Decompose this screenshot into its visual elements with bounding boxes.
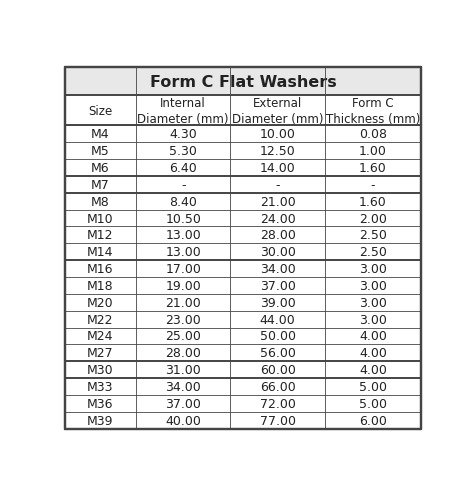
Text: 72.00: 72.00 [260, 397, 296, 410]
Text: 4.00: 4.00 [359, 364, 387, 376]
Text: 37.00: 37.00 [260, 279, 296, 292]
Text: 0.08: 0.08 [359, 128, 387, 141]
Text: 3.00: 3.00 [359, 263, 387, 276]
Bar [65, 210, 421, 227]
Text: 5.00: 5.00 [359, 380, 387, 393]
Text: M10: M10 [87, 212, 114, 225]
Text: 2.50: 2.50 [359, 229, 387, 242]
Text: M33: M33 [87, 380, 114, 393]
Text: 5.00: 5.00 [359, 397, 387, 410]
Bar [65, 412, 421, 428]
Text: External
Diameter (mm): External Diameter (mm) [232, 97, 323, 125]
Bar [65, 143, 421, 160]
Text: M12: M12 [87, 229, 114, 242]
Text: 13.00: 13.00 [165, 229, 201, 242]
Text: 77.00: 77.00 [260, 414, 296, 427]
Text: M39: M39 [87, 414, 114, 427]
Text: M4: M4 [91, 128, 109, 141]
Bar [65, 68, 421, 96]
Text: M20: M20 [87, 296, 114, 309]
Text: 30.00: 30.00 [260, 246, 296, 259]
Text: -: - [275, 179, 280, 191]
Text: 4.30: 4.30 [169, 128, 197, 141]
Text: 10.00: 10.00 [260, 128, 296, 141]
Text: 40.00: 40.00 [165, 414, 201, 427]
Text: 4.00: 4.00 [359, 346, 387, 360]
Text: 19.00: 19.00 [165, 279, 201, 292]
Text: M6: M6 [91, 162, 109, 175]
Text: 21.00: 21.00 [165, 296, 201, 309]
Bar [65, 96, 421, 126]
Text: 37.00: 37.00 [165, 397, 201, 410]
Bar [65, 126, 421, 143]
Bar [65, 227, 421, 244]
Bar [65, 328, 421, 345]
Bar [65, 378, 421, 395]
Text: 1.60: 1.60 [359, 195, 387, 208]
Text: Internal
Diameter (mm): Internal Diameter (mm) [137, 97, 229, 125]
Text: 17.00: 17.00 [165, 263, 201, 276]
Text: 28.00: 28.00 [165, 346, 201, 360]
Text: Form C Flat Washers: Form C Flat Washers [150, 75, 336, 89]
Text: 23.00: 23.00 [165, 313, 201, 326]
Text: 4.00: 4.00 [359, 330, 387, 343]
Text: 2.50: 2.50 [359, 246, 387, 259]
Text: 13.00: 13.00 [165, 246, 201, 259]
Text: 60.00: 60.00 [260, 364, 296, 376]
Text: 66.00: 66.00 [260, 380, 296, 393]
Text: M24: M24 [87, 330, 114, 343]
Bar [65, 193, 421, 210]
Text: -: - [181, 179, 185, 191]
Text: 39.00: 39.00 [260, 296, 296, 309]
Text: -: - [371, 179, 375, 191]
Text: 3.00: 3.00 [359, 279, 387, 292]
Text: M8: M8 [91, 195, 110, 208]
Text: 6.00: 6.00 [359, 414, 387, 427]
Text: 1.60: 1.60 [359, 162, 387, 175]
Bar [65, 345, 421, 362]
Bar [65, 261, 421, 278]
Text: M22: M22 [87, 313, 114, 326]
Text: 12.50: 12.50 [260, 145, 296, 158]
Bar [65, 395, 421, 412]
Text: 34.00: 34.00 [260, 263, 296, 276]
Bar [65, 294, 421, 311]
Bar [65, 362, 421, 378]
Text: 8.40: 8.40 [169, 195, 197, 208]
Bar [65, 278, 421, 294]
Text: 14.00: 14.00 [260, 162, 296, 175]
Text: 3.00: 3.00 [359, 313, 387, 326]
Text: 10.50: 10.50 [165, 212, 201, 225]
Bar [65, 160, 421, 177]
Text: 3.00: 3.00 [359, 296, 387, 309]
Bar [65, 177, 421, 193]
Text: 50.00: 50.00 [260, 330, 296, 343]
Text: 6.40: 6.40 [169, 162, 197, 175]
Text: M5: M5 [91, 145, 110, 158]
Text: Form C
Thickness (mm): Form C Thickness (mm) [326, 97, 420, 125]
Text: M27: M27 [87, 346, 114, 360]
Text: M16: M16 [87, 263, 114, 276]
Text: 1.00: 1.00 [359, 145, 387, 158]
Text: 2.00: 2.00 [359, 212, 387, 225]
Text: 5.30: 5.30 [169, 145, 197, 158]
Text: M14: M14 [87, 246, 114, 259]
Text: 44.00: 44.00 [260, 313, 296, 326]
Text: M36: M36 [87, 397, 114, 410]
Text: 34.00: 34.00 [165, 380, 201, 393]
Bar [65, 244, 421, 261]
Bar [65, 311, 421, 328]
Text: Size: Size [88, 105, 112, 118]
Text: 31.00: 31.00 [165, 364, 201, 376]
Text: 28.00: 28.00 [260, 229, 296, 242]
Text: 24.00: 24.00 [260, 212, 296, 225]
Text: 21.00: 21.00 [260, 195, 296, 208]
Text: M7: M7 [91, 179, 110, 191]
Text: M30: M30 [87, 364, 114, 376]
Text: M18: M18 [87, 279, 114, 292]
Text: 56.00: 56.00 [260, 346, 296, 360]
Text: 25.00: 25.00 [165, 330, 201, 343]
